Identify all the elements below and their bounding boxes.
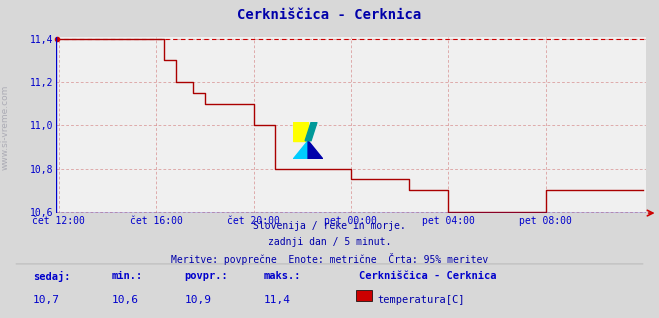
Polygon shape <box>308 141 323 159</box>
Text: Meritve: povprečne  Enote: metrične  Črta: 95% meritev: Meritve: povprečne Enote: metrične Črta:… <box>171 253 488 265</box>
Text: www.si-vreme.com: www.si-vreme.com <box>1 85 10 170</box>
Text: sedaj:: sedaj: <box>33 271 71 282</box>
Text: 10,6: 10,6 <box>112 295 139 305</box>
Text: povpr.:: povpr.: <box>185 271 228 281</box>
Text: 11,4: 11,4 <box>264 295 291 305</box>
Text: temperatura[C]: temperatura[C] <box>377 295 465 305</box>
Polygon shape <box>305 122 317 141</box>
Bar <box>293 122 308 141</box>
Text: Cerkniščica - Cerknica: Cerkniščica - Cerknica <box>237 8 422 22</box>
Text: zadnji dan / 5 minut.: zadnji dan / 5 minut. <box>268 237 391 247</box>
Text: 10,9: 10,9 <box>185 295 212 305</box>
Text: min.:: min.: <box>112 271 143 281</box>
Polygon shape <box>293 141 308 159</box>
Text: Slovenija / reke in morje.: Slovenija / reke in morje. <box>253 221 406 231</box>
Text: Cerkniščica - Cerknica: Cerkniščica - Cerknica <box>359 271 497 281</box>
Text: maks.:: maks.: <box>264 271 301 281</box>
Text: 10,7: 10,7 <box>33 295 60 305</box>
